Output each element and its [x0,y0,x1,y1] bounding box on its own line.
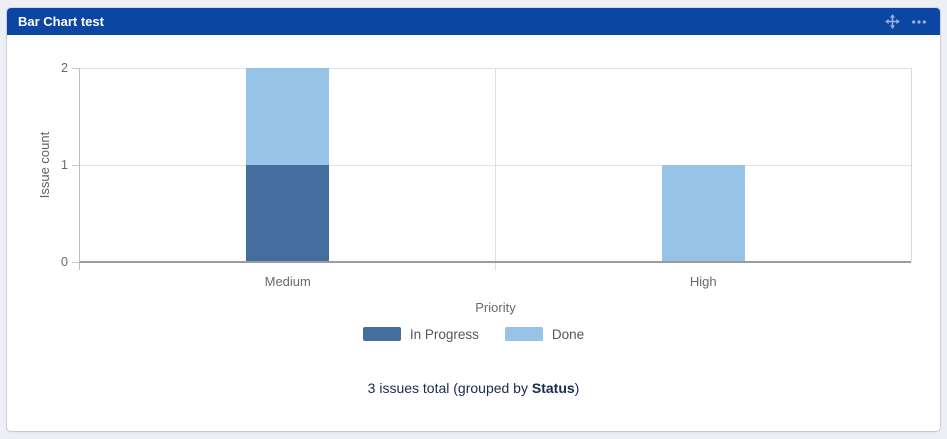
group-by-field: Status [531,380,575,396]
chart-legend: In Progress Done [7,326,940,342]
move-icon[interactable] [884,13,901,30]
y-tick-label: 1 [61,158,68,172]
legend-swatch-done [504,327,543,341]
legend-label: In Progress [409,326,479,342]
gadget-title: Bar Chart test [18,14,104,29]
y-axis-line [79,68,80,270]
gadget-header[interactable]: Bar Chart test [7,8,940,35]
y-axis-tick [72,67,80,69]
y-axis-title: Issue count [37,131,52,199]
bar-chart-gadget: Bar Chart test 0 1 2 Medium High Issue count… [7,8,940,431]
more-menu-icon[interactable] [911,14,927,30]
y-tick-label: 2 [61,61,68,75]
legend-swatch-in-progress [362,327,401,341]
legend-label: Done [551,326,585,342]
legend-item-done: Done [504,326,585,342]
bar-medium-done[interactable] [246,68,330,165]
bar-high-done[interactable] [661,165,745,262]
summary-text: 3 issues total (grouped by Status) [7,379,940,397]
bar-chart: 0 1 2 Medium High Issue count Priority In Pr… [7,8,940,431]
bar-medium-in-progress[interactable] [246,165,330,262]
x-category-label: High [689,274,717,289]
x-axis-title: Priority [475,300,516,315]
summary-prefix: 3 issues total (grouped by [367,380,532,396]
plot-right-border [911,68,912,262]
y-axis-tick [72,261,80,263]
legend-item-in-progress: In Progress [362,326,479,342]
y-tick-label: 0 [61,255,68,269]
summary-suffix: ) [574,380,580,396]
gadget-header-actions [884,13,927,30]
category-separator-line [495,68,496,270]
y-axis-tick [72,164,80,166]
x-axis-line [80,261,911,263]
x-category-label: Medium [264,274,311,289]
